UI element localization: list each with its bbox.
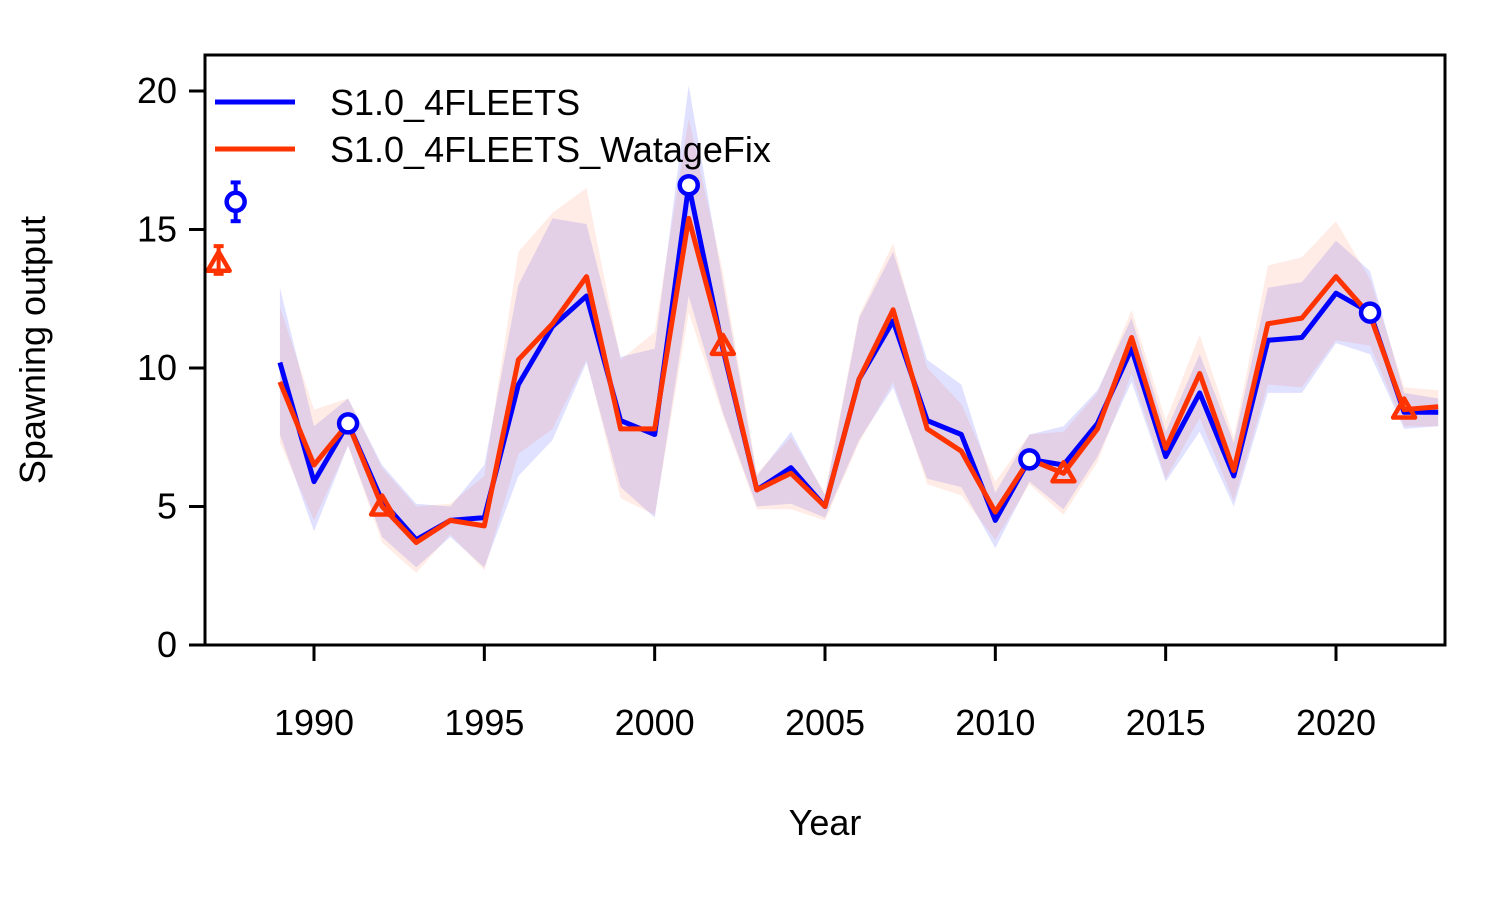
confidence-band — [279, 118, 1439, 573]
legend: S1.0_4FLEETS S1.0_4FLEETS_WatageFix — [215, 82, 771, 170]
x-tick-label: 2010 — [955, 702, 1035, 743]
triangle-marker — [1050, 460, 1077, 484]
y-tick-label: 15 — [137, 209, 177, 250]
virgin-estimates — [205, 180, 247, 276]
x-tick-label: 2005 — [785, 702, 865, 743]
x-axis: 1990 1995 2000 2005 2010 2015 2020 — [274, 643, 1376, 743]
y-axis: 0 5 10 15 20 — [137, 70, 205, 665]
x-tick-label: 2020 — [1296, 702, 1376, 743]
triangle-marker — [1390, 396, 1418, 420]
y-tick-label: 5 — [157, 486, 177, 527]
triangle-marker — [205, 249, 232, 273]
y-tick-label: 20 — [137, 70, 177, 111]
circle-marker — [336, 412, 360, 435]
x-tick-label: 1995 — [444, 702, 524, 743]
circle-marker — [224, 190, 247, 214]
x-tick-label: 2000 — [615, 702, 695, 743]
circle-marker — [1018, 448, 1041, 471]
series-line — [277, 215, 1439, 545]
confidence-bands — [279, 85, 1439, 573]
y-tick-label: 10 — [137, 347, 177, 388]
legend-label: S1.0_4FLEETS — [330, 82, 580, 123]
x-axis-title: Year — [789, 802, 862, 843]
x-tick-label: 2015 — [1126, 702, 1206, 743]
series-lines — [277, 182, 1439, 545]
y-axis-title: Spawning output — [12, 216, 53, 484]
series-markers — [336, 173, 1418, 517]
circle-marker — [1358, 301, 1382, 324]
circle-marker — [677, 173, 700, 197]
legend-label: S1.0_4FLEETS_WatageFix — [330, 129, 771, 170]
y-tick-label: 0 — [157, 624, 177, 665]
triangle-marker — [368, 493, 396, 517]
triangle-marker — [709, 332, 737, 357]
confidence-band — [279, 85, 1439, 568]
x-tick-label: 1990 — [274, 702, 354, 743]
